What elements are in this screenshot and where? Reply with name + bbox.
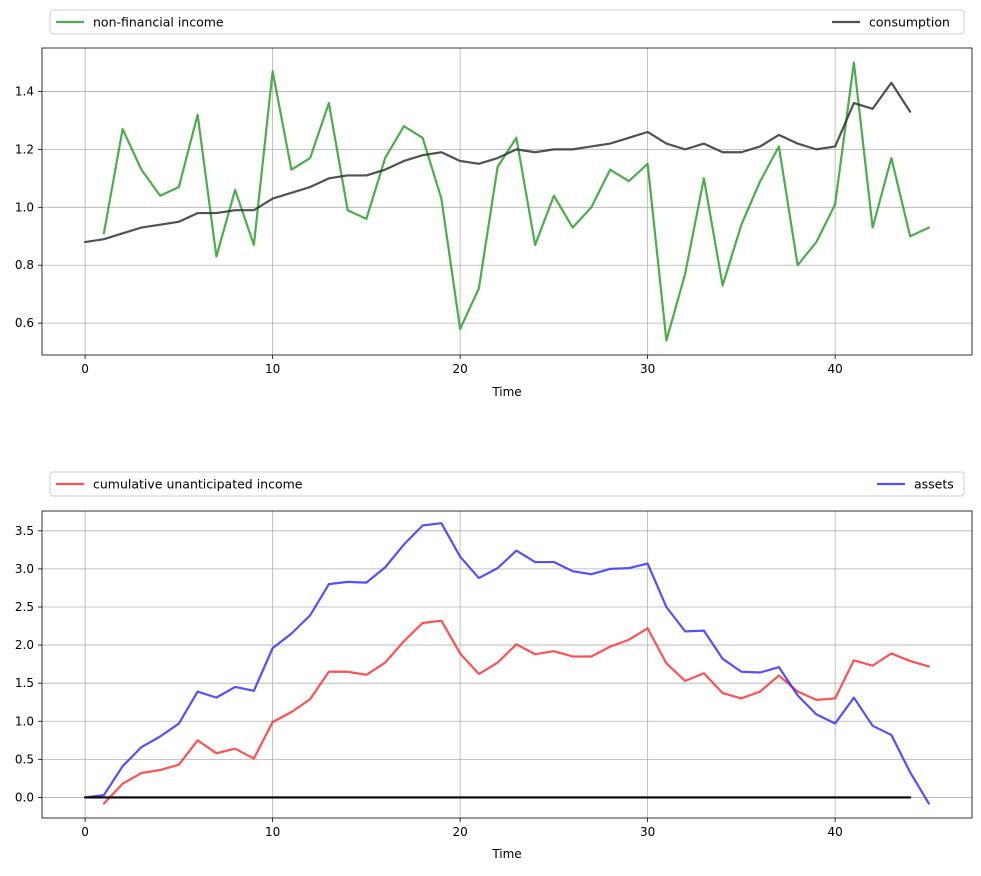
axes-frame — [41, 47, 973, 356]
x-tick-label: 30 — [640, 362, 655, 376]
axis-ticks: 0 10 20 30 40 0.0 0.5 1.0 1.5 2.0 2.5 3.0 3.5 — [15, 524, 843, 839]
income-consumption-chart: non-financial income consumption 0 10 20 30… — [15, 9, 973, 399]
x-tick-label: 20 — [452, 825, 467, 839]
y-tick-label: 3.0 — [15, 562, 34, 576]
x-tick-label: 0 — [81, 362, 89, 376]
gridlines — [42, 511, 972, 818]
x-tick-label: 30 — [640, 825, 655, 839]
series-line-consumption — [84, 81, 912, 244]
legend-box — [49, 471, 965, 497]
series-line-assets — [84, 522, 930, 805]
y-tick-label: 3.5 — [15, 524, 34, 538]
y-tick-label: 1.4 — [15, 84, 34, 98]
series-line-cumulative-unanticipated-income — [102, 619, 930, 805]
y-tick-label: 0.0 — [15, 790, 34, 804]
income-assets-chart: cumulative unanticipated income assets 0… — [15, 471, 973, 861]
plot-area — [84, 522, 930, 805]
y-tick-label: 1.2 — [15, 142, 34, 156]
legend-label-cumulative-unanticipated-income: cumulative unanticipated income — [93, 477, 303, 492]
x-tick-label: 10 — [265, 362, 280, 376]
legend: cumulative unanticipated income assets — [49, 471, 965, 497]
legend-box — [49, 9, 965, 35]
y-tick-label: 2.0 — [15, 638, 34, 652]
legend: non-financial income consumption — [49, 9, 965, 35]
legend-label-assets: assets — [914, 477, 954, 492]
x-axis-label: Time — [491, 385, 521, 399]
legend-label-consumption: consumption — [869, 15, 950, 30]
y-tick-label: 0.8 — [15, 258, 34, 272]
x-tick-label: 40 — [827, 362, 842, 376]
gridlines — [42, 48, 972, 355]
x-tick-label: 0 — [81, 825, 89, 839]
x-tick-label: 20 — [452, 362, 467, 376]
y-tick-label: 0.5 — [15, 752, 34, 766]
axis-ticks: 0 10 20 30 40 0.6 0.8 1.0 1.2 1.4 — [15, 84, 843, 376]
x-tick-label: 10 — [265, 825, 280, 839]
x-tick-label: 40 — [827, 825, 842, 839]
y-tick-label: 1.5 — [15, 676, 34, 690]
y-tick-label: 0.6 — [15, 316, 34, 330]
y-tick-label: 1.0 — [15, 714, 34, 728]
x-axis-label: Time — [491, 847, 521, 861]
y-tick-label: 1.0 — [15, 200, 34, 214]
y-tick-label: 2.5 — [15, 600, 34, 614]
axes-frame — [41, 510, 973, 819]
plot-area — [84, 61, 930, 342]
series-line-non-financial-income — [102, 61, 930, 342]
legend-label-non-financial-income: non-financial income — [93, 15, 224, 30]
